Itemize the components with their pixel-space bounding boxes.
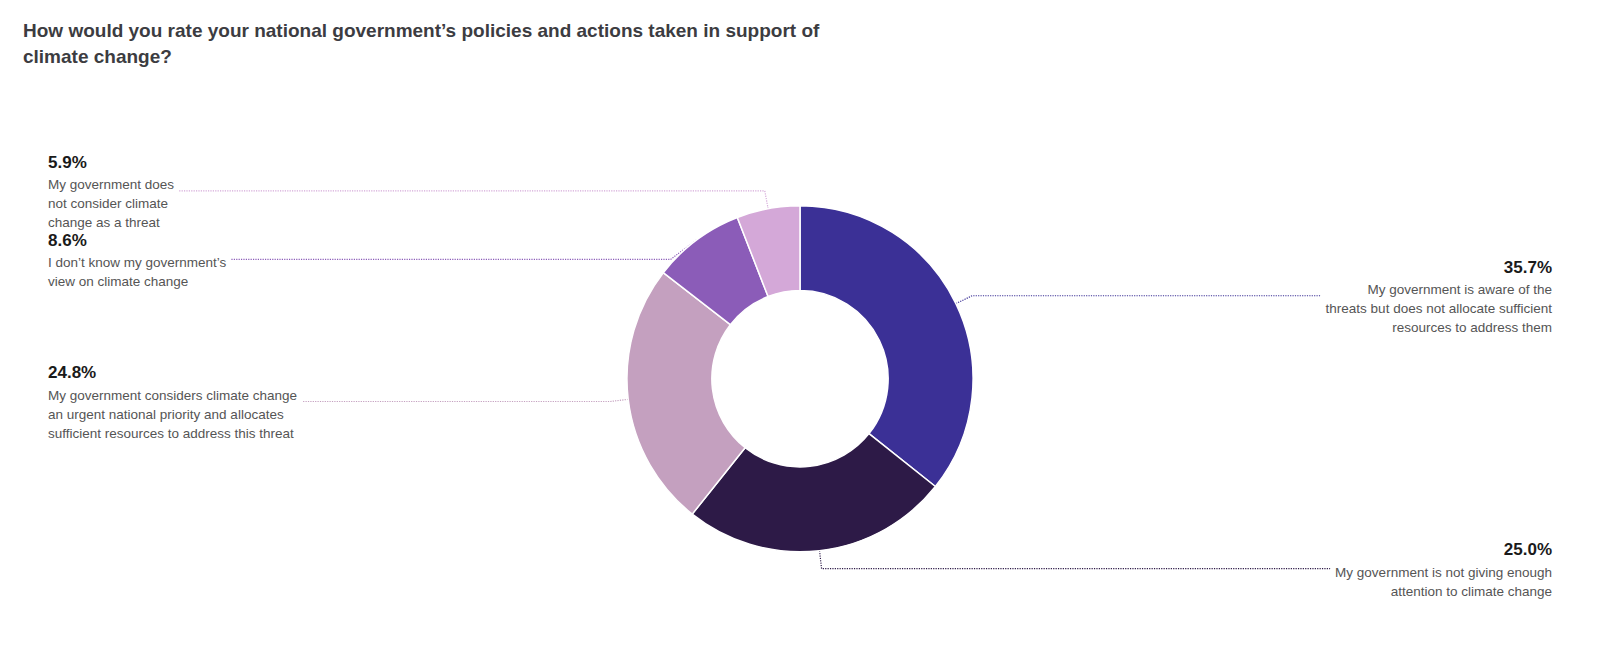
svg-text:change as a threat: change as a threat [48,215,160,230]
svg-text:5.9%: 5.9% [48,153,87,172]
svg-text:threats but does not allocate: threats but does not allocate sufficient [1326,301,1553,316]
svg-text:How would you rate your nation: How would you rate your national governm… [23,20,820,41]
svg-text:attention to climate change: attention to climate change [1391,584,1552,599]
svg-text:sufficient resources to addres: sufficient resources to address this thr… [48,426,294,441]
svg-text:not consider climate: not consider climate [48,196,168,211]
svg-text:My government does: My government does [48,177,174,192]
svg-text:8.6%: 8.6% [48,231,87,250]
svg-text:My government is not giving en: My government is not giving enough [1335,565,1552,580]
svg-text:35.7%: 35.7% [1504,258,1552,277]
svg-text:an urgent national priority an: an urgent national priority and allocate… [48,407,284,422]
svg-text:view on climate change: view on climate change [48,274,188,289]
svg-text:I don’t know my government’s: I don’t know my government’s [48,255,227,270]
svg-text:My government considers climat: My government considers climate change [48,388,297,403]
svg-text:My government is aware of the: My government is aware of the [1367,282,1552,297]
svg-text:24.8%: 24.8% [48,363,96,382]
svg-text:climate change?: climate change? [23,46,172,67]
svg-text:25.0%: 25.0% [1504,540,1552,559]
svg-text:resources to address them: resources to address them [1392,320,1552,335]
